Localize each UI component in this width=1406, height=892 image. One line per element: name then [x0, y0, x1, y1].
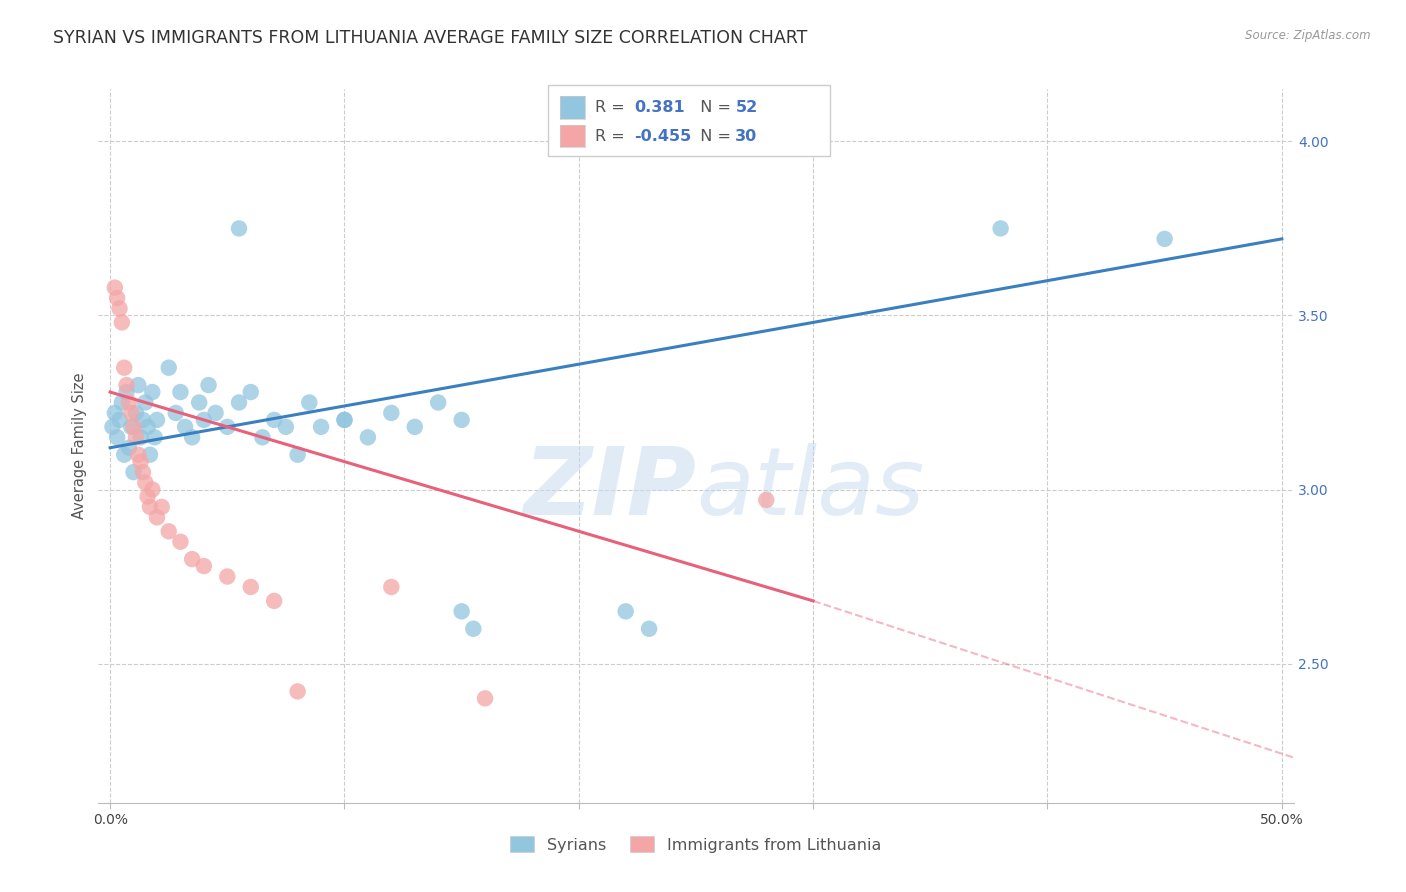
Point [146, 510, 169, 524]
Point [239, 580, 262, 594]
Point [169, 385, 191, 400]
Point [217, 569, 239, 583]
Point [129, 455, 152, 469]
Text: N =: N = [690, 100, 737, 115]
Point [333, 413, 356, 427]
Point [228, 395, 250, 409]
Point [134, 395, 156, 409]
Point [146, 413, 169, 427]
Point [129, 430, 152, 444]
Point [404, 420, 426, 434]
Point [263, 413, 285, 427]
Point [217, 420, 239, 434]
Text: 0.381: 0.381 [634, 100, 685, 115]
Point [197, 378, 219, 392]
Point [239, 385, 262, 400]
Point [139, 448, 162, 462]
Point [450, 604, 472, 618]
Point [309, 420, 332, 434]
Point [638, 622, 661, 636]
Point [108, 301, 131, 316]
Point [380, 580, 402, 594]
Point [380, 406, 402, 420]
Point [755, 492, 778, 507]
Point [188, 395, 211, 409]
Point [181, 552, 204, 566]
Point [111, 315, 134, 329]
Point [125, 430, 148, 444]
Point [274, 420, 297, 434]
Point [169, 534, 191, 549]
Point [157, 524, 180, 539]
Point [132, 465, 155, 479]
Point [118, 441, 141, 455]
Point [132, 413, 155, 427]
Point [298, 395, 321, 409]
Point [122, 420, 145, 434]
Point [181, 430, 204, 444]
Point [136, 420, 159, 434]
Text: R =: R = [595, 100, 630, 115]
Point [120, 406, 142, 420]
Point [990, 221, 1012, 235]
Text: R =: R = [595, 128, 630, 144]
Point [141, 483, 163, 497]
Point [204, 406, 226, 420]
Point [134, 475, 156, 490]
Point [115, 385, 138, 400]
Point [122, 465, 145, 479]
Text: -0.455: -0.455 [634, 128, 692, 144]
Y-axis label: Average Family Size: Average Family Size [72, 373, 87, 519]
Point [287, 448, 309, 462]
Point [115, 378, 138, 392]
Point [357, 430, 380, 444]
Point [101, 420, 124, 434]
Text: SYRIAN VS IMMIGRANTS FROM LITHUANIA AVERAGE FAMILY SIZE CORRELATION CHART: SYRIAN VS IMMIGRANTS FROM LITHUANIA AVER… [53, 29, 808, 46]
Point [125, 406, 148, 420]
Point [141, 385, 163, 400]
Point [118, 395, 141, 409]
Point [165, 406, 187, 420]
Text: 30: 30 [735, 128, 758, 144]
Point [112, 448, 135, 462]
Legend: Syrians, Immigrants from Lithuania: Syrians, Immigrants from Lithuania [505, 830, 887, 859]
Point [108, 413, 131, 427]
Point [127, 448, 149, 462]
Point [263, 594, 285, 608]
Point [174, 420, 197, 434]
Point [111, 395, 134, 409]
Point [252, 430, 274, 444]
Point [333, 413, 356, 427]
Text: Source: ZipAtlas.com: Source: ZipAtlas.com [1246, 29, 1371, 42]
Point [139, 500, 162, 514]
Point [228, 221, 250, 235]
Point [157, 360, 180, 375]
Point [105, 291, 128, 305]
Point [143, 430, 166, 444]
Text: N =: N = [690, 128, 737, 144]
Text: ZIP: ZIP [523, 442, 696, 535]
Text: 52: 52 [735, 100, 758, 115]
Point [104, 406, 127, 420]
Text: atlas: atlas [696, 443, 924, 534]
Point [1153, 232, 1175, 246]
Point [463, 622, 485, 636]
Point [127, 378, 149, 392]
Point [193, 559, 215, 574]
Point [614, 604, 637, 618]
Point [105, 430, 128, 444]
Point [150, 500, 173, 514]
Point [112, 360, 135, 375]
Point [450, 413, 472, 427]
Point [287, 684, 309, 698]
Point [136, 490, 159, 504]
Point [120, 420, 142, 434]
Point [474, 691, 496, 706]
Point [427, 395, 450, 409]
Point [104, 280, 127, 294]
Point [193, 413, 215, 427]
